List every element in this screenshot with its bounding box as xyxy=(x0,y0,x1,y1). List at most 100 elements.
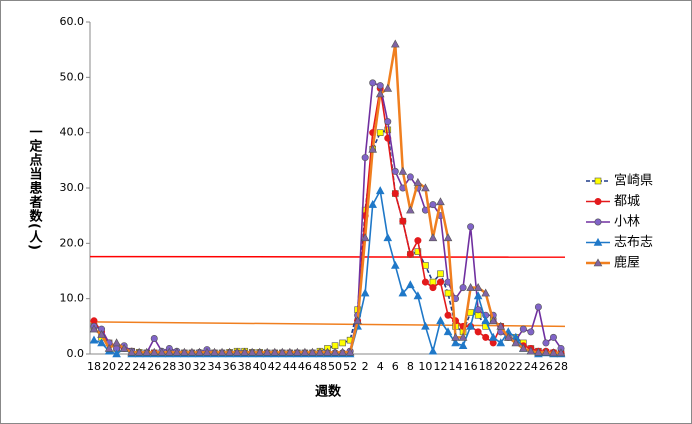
point-marker xyxy=(451,338,460,347)
point-marker xyxy=(436,197,445,206)
legend-label: 志布志 xyxy=(614,235,653,250)
x-tick-label: 18 xyxy=(479,360,493,373)
point-marker xyxy=(384,118,392,126)
x-tick-label: 6 xyxy=(392,360,399,373)
point-marker xyxy=(180,347,189,356)
point-marker xyxy=(390,39,400,48)
point-marker xyxy=(406,280,415,289)
point-marker xyxy=(262,347,272,356)
point-marker xyxy=(556,348,566,357)
x-tick-label: 26 xyxy=(147,360,161,373)
point-marker xyxy=(593,237,603,246)
point-marker xyxy=(541,347,551,356)
x-tick-label: 12 xyxy=(433,360,447,373)
point-marker xyxy=(413,291,423,300)
point-marker xyxy=(89,335,99,344)
point-marker xyxy=(376,129,384,136)
point-marker xyxy=(127,347,136,356)
point-marker xyxy=(503,332,513,341)
point-marker xyxy=(443,327,453,336)
x-tick-label: 42 xyxy=(268,360,282,373)
point-marker xyxy=(368,144,377,153)
legend-item: 宮崎県 xyxy=(586,173,653,189)
point-marker xyxy=(444,289,452,297)
point-marker xyxy=(119,343,129,352)
point-marker xyxy=(414,237,422,245)
point-marker xyxy=(150,335,158,343)
point-marker xyxy=(398,288,408,297)
point-marker xyxy=(383,233,393,242)
point-marker xyxy=(443,233,453,242)
point-marker xyxy=(376,82,384,90)
point-marker xyxy=(338,347,347,356)
point-marker xyxy=(240,347,249,356)
x-tick-label: 48 xyxy=(313,360,327,373)
point-marker xyxy=(488,332,498,341)
point-marker xyxy=(97,330,106,338)
point-marker xyxy=(112,338,121,347)
point-marker xyxy=(225,347,234,356)
point-marker xyxy=(308,347,317,356)
point-marker xyxy=(406,250,414,258)
point-marker xyxy=(549,348,558,357)
point-marker xyxy=(202,347,212,356)
point-marker xyxy=(481,288,490,297)
point-marker xyxy=(369,79,377,87)
point-marker xyxy=(383,83,393,92)
point-marker xyxy=(255,347,265,356)
legend-item: 志布志 xyxy=(586,235,653,250)
x-tick-label: 50 xyxy=(328,360,342,373)
point-marker xyxy=(451,332,460,341)
point-marker xyxy=(496,338,506,347)
x-tick-label: 40 xyxy=(253,360,267,373)
x-tick-label: 36 xyxy=(223,360,237,373)
point-marker xyxy=(421,278,429,286)
point-marker xyxy=(458,341,468,349)
point-marker xyxy=(278,347,287,356)
point-marker xyxy=(353,316,362,325)
point-marker xyxy=(437,270,444,278)
point-marker xyxy=(542,339,550,347)
x-tick-label: 32 xyxy=(192,360,206,373)
x-tick-label: 8 xyxy=(407,360,414,373)
point-marker xyxy=(210,347,219,356)
legend-item: 小林 xyxy=(586,215,640,230)
legend-label: 小林 xyxy=(614,215,640,230)
point-marker xyxy=(496,321,506,330)
series xyxy=(89,39,566,357)
point-marker xyxy=(458,332,468,341)
x-tick-label: 30 xyxy=(177,360,191,373)
point-marker xyxy=(473,282,483,291)
point-marker xyxy=(134,347,144,356)
point-marker xyxy=(391,167,399,175)
point-marker xyxy=(149,347,159,356)
point-marker xyxy=(594,198,602,206)
point-marker xyxy=(339,339,346,347)
point-marker xyxy=(323,347,332,356)
point-marker xyxy=(399,217,407,225)
point-marker xyxy=(444,311,452,319)
x-tick-label: 20 xyxy=(494,360,508,373)
point-marker xyxy=(594,177,602,185)
x-tick-label: 24 xyxy=(132,360,146,373)
y-tick-label: 50.0 xyxy=(60,70,85,83)
point-marker xyxy=(270,347,280,356)
x-tick-label: 22 xyxy=(117,360,131,373)
x-axis-title: 週数 xyxy=(315,384,342,400)
point-marker xyxy=(104,343,114,352)
y-tick-label: 60.0 xyxy=(60,15,85,28)
x-tick-label: 52 xyxy=(343,360,357,373)
point-marker xyxy=(165,347,174,356)
y-tick-label: 20.0 xyxy=(60,236,85,249)
point-marker xyxy=(89,324,99,333)
y-tick-label: 0.0 xyxy=(67,347,85,360)
point-marker xyxy=(360,233,370,242)
point-marker xyxy=(406,205,415,214)
point-marker xyxy=(519,343,528,352)
point-marker xyxy=(421,183,430,192)
point-marker xyxy=(421,321,430,330)
x-tick-label: 24 xyxy=(524,360,538,373)
point-marker xyxy=(474,328,482,336)
x-tick-label: 22 xyxy=(509,360,523,373)
point-marker xyxy=(593,258,603,267)
